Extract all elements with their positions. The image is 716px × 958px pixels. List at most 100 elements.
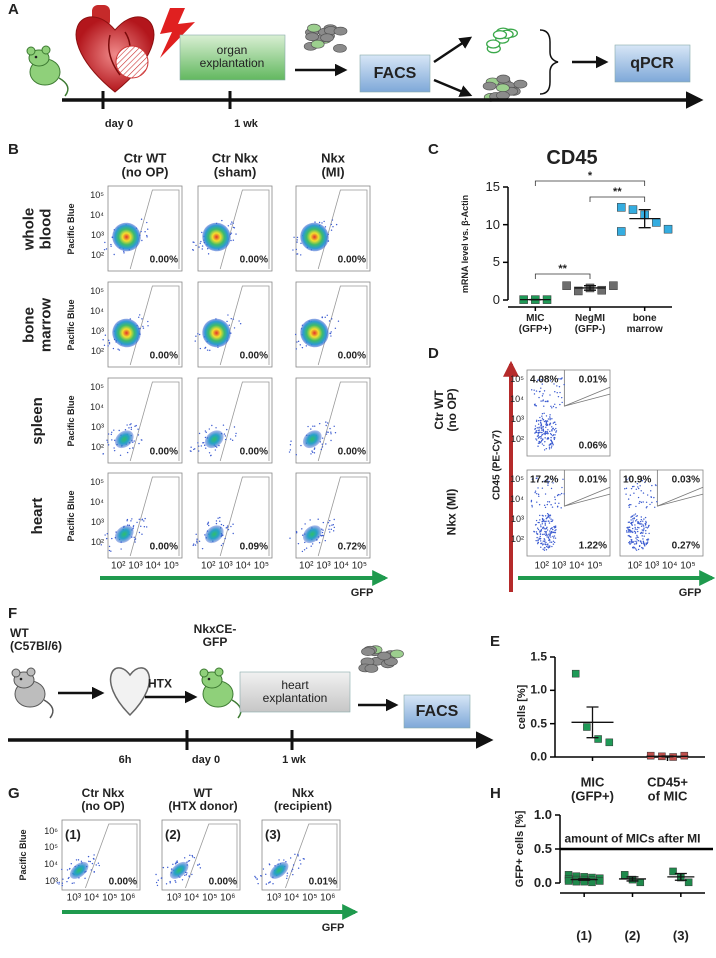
y-tick-label: 10⁴ bbox=[510, 394, 524, 405]
event bbox=[223, 433, 226, 435]
event bbox=[546, 536, 548, 538]
event bbox=[545, 543, 547, 546]
event bbox=[561, 396, 563, 399]
event bbox=[103, 248, 106, 251]
event bbox=[635, 549, 638, 551]
y-axis-label: cells [%] bbox=[515, 684, 528, 730]
y-tick-label: 10² bbox=[90, 346, 104, 357]
flow-plot bbox=[295, 472, 371, 559]
event bbox=[535, 430, 538, 432]
event bbox=[533, 403, 536, 406]
event bbox=[651, 484, 653, 487]
event bbox=[268, 864, 271, 866]
event bbox=[636, 515, 639, 517]
event bbox=[639, 520, 642, 523]
x-tick-label: NegMI (GFP-) bbox=[574, 313, 606, 335]
event bbox=[155, 873, 157, 876]
event bbox=[329, 519, 331, 522]
event bbox=[318, 542, 321, 544]
event bbox=[547, 484, 549, 486]
event bbox=[650, 496, 653, 499]
event bbox=[541, 383, 544, 385]
event bbox=[299, 859, 301, 862]
event bbox=[130, 426, 133, 429]
event bbox=[644, 516, 647, 519]
event bbox=[134, 539, 136, 541]
event bbox=[238, 320, 240, 322]
event bbox=[108, 341, 111, 344]
event bbox=[552, 405, 555, 408]
event bbox=[129, 423, 131, 426]
event bbox=[545, 432, 548, 435]
event bbox=[541, 517, 544, 520]
event bbox=[549, 430, 551, 433]
event bbox=[146, 236, 148, 238]
event bbox=[201, 245, 204, 247]
event bbox=[292, 864, 295, 866]
panel-label: B bbox=[8, 140, 19, 158]
event bbox=[630, 504, 632, 506]
event bbox=[330, 431, 332, 433]
event bbox=[199, 242, 201, 245]
x-tick-labels: 10² 10³ 10⁴ 10⁵ bbox=[201, 560, 269, 572]
event bbox=[541, 415, 543, 417]
event bbox=[633, 547, 636, 549]
event bbox=[66, 880, 68, 883]
density bbox=[169, 861, 189, 879]
y-tick-label: 10⁵ bbox=[510, 474, 524, 485]
event bbox=[230, 318, 232, 320]
event bbox=[293, 236, 295, 238]
heart bbox=[109, 667, 151, 717]
event bbox=[231, 221, 233, 223]
event bbox=[540, 441, 542, 443]
event bbox=[640, 542, 643, 545]
event bbox=[544, 437, 546, 439]
event bbox=[549, 532, 551, 534]
event bbox=[254, 875, 256, 878]
event bbox=[553, 531, 555, 534]
event bbox=[542, 419, 545, 421]
event bbox=[635, 520, 637, 522]
significance-label: ** bbox=[558, 262, 567, 275]
event bbox=[208, 428, 211, 430]
event bbox=[546, 526, 548, 529]
event bbox=[230, 525, 232, 528]
event bbox=[626, 531, 628, 533]
y-axis-label: GFP+ cells [%] bbox=[513, 810, 526, 888]
y-tick-label: 0.0 bbox=[533, 874, 552, 890]
event bbox=[77, 859, 80, 861]
event bbox=[239, 322, 242, 325]
data-point bbox=[588, 878, 596, 887]
event bbox=[312, 425, 314, 427]
density bbox=[202, 318, 231, 348]
event bbox=[563, 493, 565, 495]
event bbox=[640, 501, 643, 504]
event bbox=[551, 418, 553, 420]
event bbox=[530, 389, 533, 391]
event bbox=[188, 859, 191, 862]
event bbox=[165, 883, 168, 885]
gate bbox=[219, 476, 270, 557]
timeline-label: 1 wk bbox=[282, 753, 306, 766]
event bbox=[547, 546, 549, 548]
flow-plot bbox=[197, 472, 273, 559]
event bbox=[330, 335, 332, 337]
y-tick-label: 10³ bbox=[90, 422, 104, 433]
y-tick-label: 1.0 bbox=[530, 682, 547, 697]
event bbox=[549, 422, 551, 425]
event bbox=[286, 877, 288, 880]
event bbox=[90, 869, 93, 871]
event bbox=[544, 521, 547, 523]
event bbox=[70, 863, 72, 865]
event bbox=[318, 221, 321, 224]
event bbox=[550, 436, 552, 439]
y-tick-label: 0.5 bbox=[530, 716, 547, 731]
event bbox=[645, 521, 647, 524]
gate-percent: 0.00% bbox=[149, 350, 178, 362]
event bbox=[554, 496, 556, 498]
y-tick-label: 10² bbox=[90, 442, 104, 453]
event bbox=[645, 501, 648, 503]
event bbox=[629, 494, 632, 496]
event bbox=[188, 875, 190, 877]
event bbox=[134, 425, 136, 428]
